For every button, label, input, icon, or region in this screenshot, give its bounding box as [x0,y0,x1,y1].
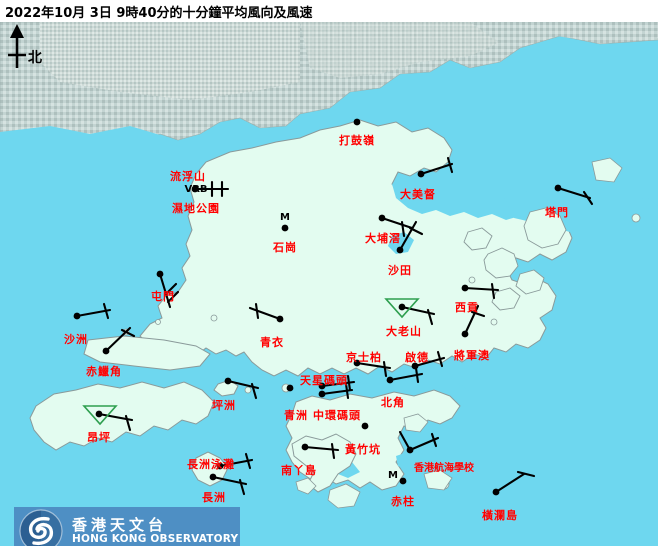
station-label-ta-kwu-ling[interactable]: 打鼓嶺 [339,134,375,147]
station-label-central-pier[interactable]: 中環碼頭 [313,409,361,422]
station-label-north-point[interactable]: 北角 [381,396,405,409]
station-label-cheung-chau-beach[interactable]: 長洲泳灘 [187,458,235,471]
station-label-kings-park[interactable]: 京士柏 [346,351,382,364]
station-label-tap-mun[interactable]: 塔門 [545,206,569,219]
page-title: 2022年10月 3日 9時40分的十分鐘平均風向及風速 [5,6,313,21]
station-label-tates-cairn[interactable]: 大老山 [386,325,422,338]
station-label-lau-fau-shan[interactable]: 流浮山 [170,170,206,183]
station-label-shek-kong[interactable]: 石崗 [273,241,297,254]
north-arrow-icon [8,24,26,68]
station-label-chek-lap-kok[interactable]: 赤鱲角 [86,365,122,378]
station-label-lamma-island[interactable]: 南丫島 [281,464,317,477]
hko-logo: 香港天文台 HONG KONG OBSERVATORY [14,507,240,546]
map-graphics [0,22,658,546]
station-label-green-island[interactable]: 青洲 [284,409,308,422]
station-label-tai-mei-tuk[interactable]: 大美督 [400,188,436,201]
station-label-sha-chau[interactable]: 沙洲 [64,333,88,346]
station-label-waglan-island[interactable]: 橫瀾島 [482,509,518,522]
station-label-sha-tin[interactable]: 沙田 [388,264,412,277]
station-code-wetland-park: VRB [184,184,208,195]
station-label-star-ferry[interactable]: 天星碼頭 [300,374,348,387]
station-label-ngong-ping[interactable]: 昂坪 [87,431,111,444]
station-label-stanley[interactable]: 赤柱 [391,495,415,508]
station-code-shek-kong: M [280,212,290,223]
north-label: 北 [28,50,42,66]
station-code-stanley: M [388,470,398,481]
station-label-tseung-kwan-o[interactable]: 將軍澳 [454,349,490,362]
title-bar: 2022年10月 3日 9時40分的十分鐘平均風向及風速 [0,0,658,22]
station-label-tsing-yi[interactable]: 青衣 [260,336,284,349]
hko-swirl-logo-icon [18,508,64,546]
hko-logo-english: HONG KONG OBSERVATORY [72,532,239,545]
station-label-sai-kung[interactable]: 西貢 [455,301,479,314]
station-label-kai-tak[interactable]: 啟德 [405,351,429,364]
station-label-hk-sea-school[interactable]: 香港航海學校 [414,463,474,474]
station-label-peng-chau[interactable]: 坪洲 [212,399,236,412]
hko-logo-chinese: 香港天文台 [72,515,168,534]
station-label-wong-chuk-hang[interactable]: 黃竹坑 [345,443,381,456]
station-label-wetland-park[interactable]: 濕地公園 [172,202,220,215]
map-canvas[interactable]: 北 流浮山濕地公園 VRB 打鼓嶺大美督塔門大埔滘沙田 石崗 M 屯門沙洲赤鱲角 青衣 西貢將… [0,22,658,546]
station-label-cheung-chau[interactable]: 長洲 [202,491,226,504]
station-label-tuen-mun[interactable]: 屯門 [151,290,175,303]
station-label-tai-po-kau[interactable]: 大埔滘 [365,232,401,245]
